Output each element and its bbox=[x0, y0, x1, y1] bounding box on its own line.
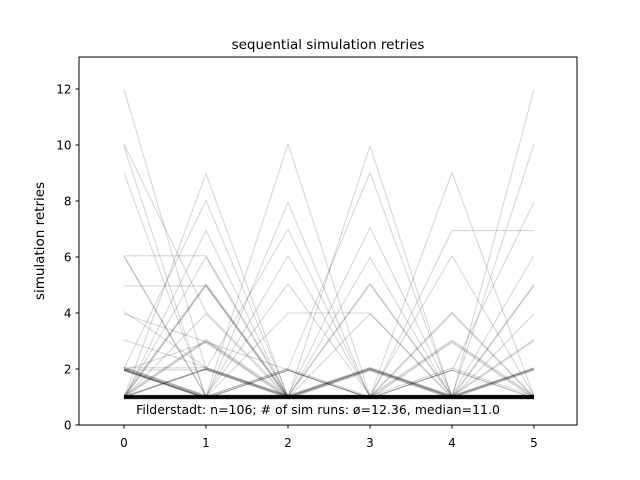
series-line bbox=[124, 312, 534, 398]
series-line bbox=[124, 367, 535, 397]
y-tick-label: 2 bbox=[64, 362, 72, 376]
series-line bbox=[124, 339, 535, 397]
series-line bbox=[123, 370, 534, 400]
series-line bbox=[124, 369, 535, 399]
series-line bbox=[123, 285, 535, 399]
series-line bbox=[124, 340, 535, 398]
chart-title: sequential simulation retries bbox=[232, 37, 425, 53]
y-axis-ticks: 0 2 4 6 8 10 12 bbox=[56, 82, 79, 432]
series-line bbox=[124, 255, 534, 397]
x-tick-label: 2 bbox=[284, 436, 292, 450]
series-line bbox=[123, 284, 535, 397]
y-tick-label: 6 bbox=[64, 250, 72, 264]
series-line bbox=[123, 368, 535, 398]
series-line bbox=[123, 89, 535, 398]
series-line bbox=[124, 367, 534, 397]
series-line bbox=[124, 369, 535, 399]
series-line bbox=[123, 229, 534, 400]
series-line bbox=[124, 284, 534, 398]
series-line bbox=[123, 369, 534, 399]
y-tick-label: 8 bbox=[64, 194, 72, 208]
series-line bbox=[123, 285, 534, 399]
y-tick-label: 12 bbox=[56, 82, 71, 96]
series-line bbox=[123, 256, 535, 398]
series-line bbox=[123, 368, 534, 398]
series-line bbox=[124, 145, 534, 399]
series-line bbox=[123, 313, 535, 399]
series-line bbox=[123, 89, 534, 398]
series-line bbox=[123, 173, 534, 399]
series-line bbox=[123, 283, 534, 397]
series-line bbox=[123, 146, 534, 399]
series-line bbox=[124, 229, 534, 400]
series-line bbox=[123, 201, 535, 399]
series-line bbox=[124, 367, 535, 397]
axes-spines bbox=[78, 56, 578, 426]
y-axis-label: simulation retries bbox=[32, 182, 48, 300]
x-axis-ticks: 0 1 2 3 4 5 bbox=[120, 425, 538, 450]
series-line bbox=[124, 171, 535, 397]
x-tick-label: 5 bbox=[530, 436, 538, 450]
series-line bbox=[123, 143, 534, 397]
series-line bbox=[124, 368, 535, 398]
y-tick-label: 4 bbox=[64, 306, 72, 320]
x-tick-label: 1 bbox=[202, 436, 210, 450]
stats-annotation: Filderstadt: n=106; # of sim runs: ø=12.… bbox=[136, 402, 500, 417]
series-line bbox=[123, 369, 534, 399]
series-line bbox=[124, 367, 534, 397]
series-line bbox=[123, 313, 534, 399]
series-line bbox=[124, 311, 535, 397]
series-line bbox=[123, 338, 534, 397]
series-line bbox=[123, 339, 535, 397]
series-line bbox=[123, 228, 534, 398]
x-tick-label: 3 bbox=[366, 436, 374, 450]
series-line bbox=[124, 282, 534, 397]
series-line bbox=[124, 143, 535, 397]
series-line bbox=[124, 341, 535, 400]
series-line bbox=[124, 172, 534, 398]
series-line bbox=[124, 369, 534, 400]
series-line bbox=[123, 341, 534, 400]
series-line bbox=[123, 226, 534, 397]
series-line bbox=[123, 255, 535, 397]
series-line bbox=[123, 255, 535, 397]
series-line bbox=[123, 367, 534, 397]
series-line bbox=[123, 366, 534, 397]
plot-area bbox=[79, 57, 577, 425]
series-line bbox=[124, 340, 535, 398]
series-line bbox=[124, 143, 534, 397]
series-line bbox=[123, 284, 534, 398]
x-tick-label: 4 bbox=[448, 436, 456, 450]
series-line bbox=[124, 368, 534, 398]
series-line bbox=[124, 313, 535, 399]
series-line bbox=[123, 368, 534, 398]
series-line bbox=[123, 199, 534, 397]
series-lines bbox=[123, 89, 535, 400]
series-line bbox=[123, 341, 534, 399]
series-line bbox=[123, 256, 534, 398]
x-tick-label: 0 bbox=[120, 436, 128, 450]
y-tick-label: 0 bbox=[64, 418, 72, 432]
series-line bbox=[124, 369, 534, 399]
series-line bbox=[123, 172, 534, 398]
series-line bbox=[124, 257, 535, 399]
series-line bbox=[123, 201, 534, 399]
series-line bbox=[124, 339, 535, 397]
y-tick-label: 10 bbox=[56, 138, 71, 152]
series-line bbox=[124, 285, 535, 399]
series-line bbox=[123, 340, 534, 398]
series-line bbox=[124, 255, 534, 397]
